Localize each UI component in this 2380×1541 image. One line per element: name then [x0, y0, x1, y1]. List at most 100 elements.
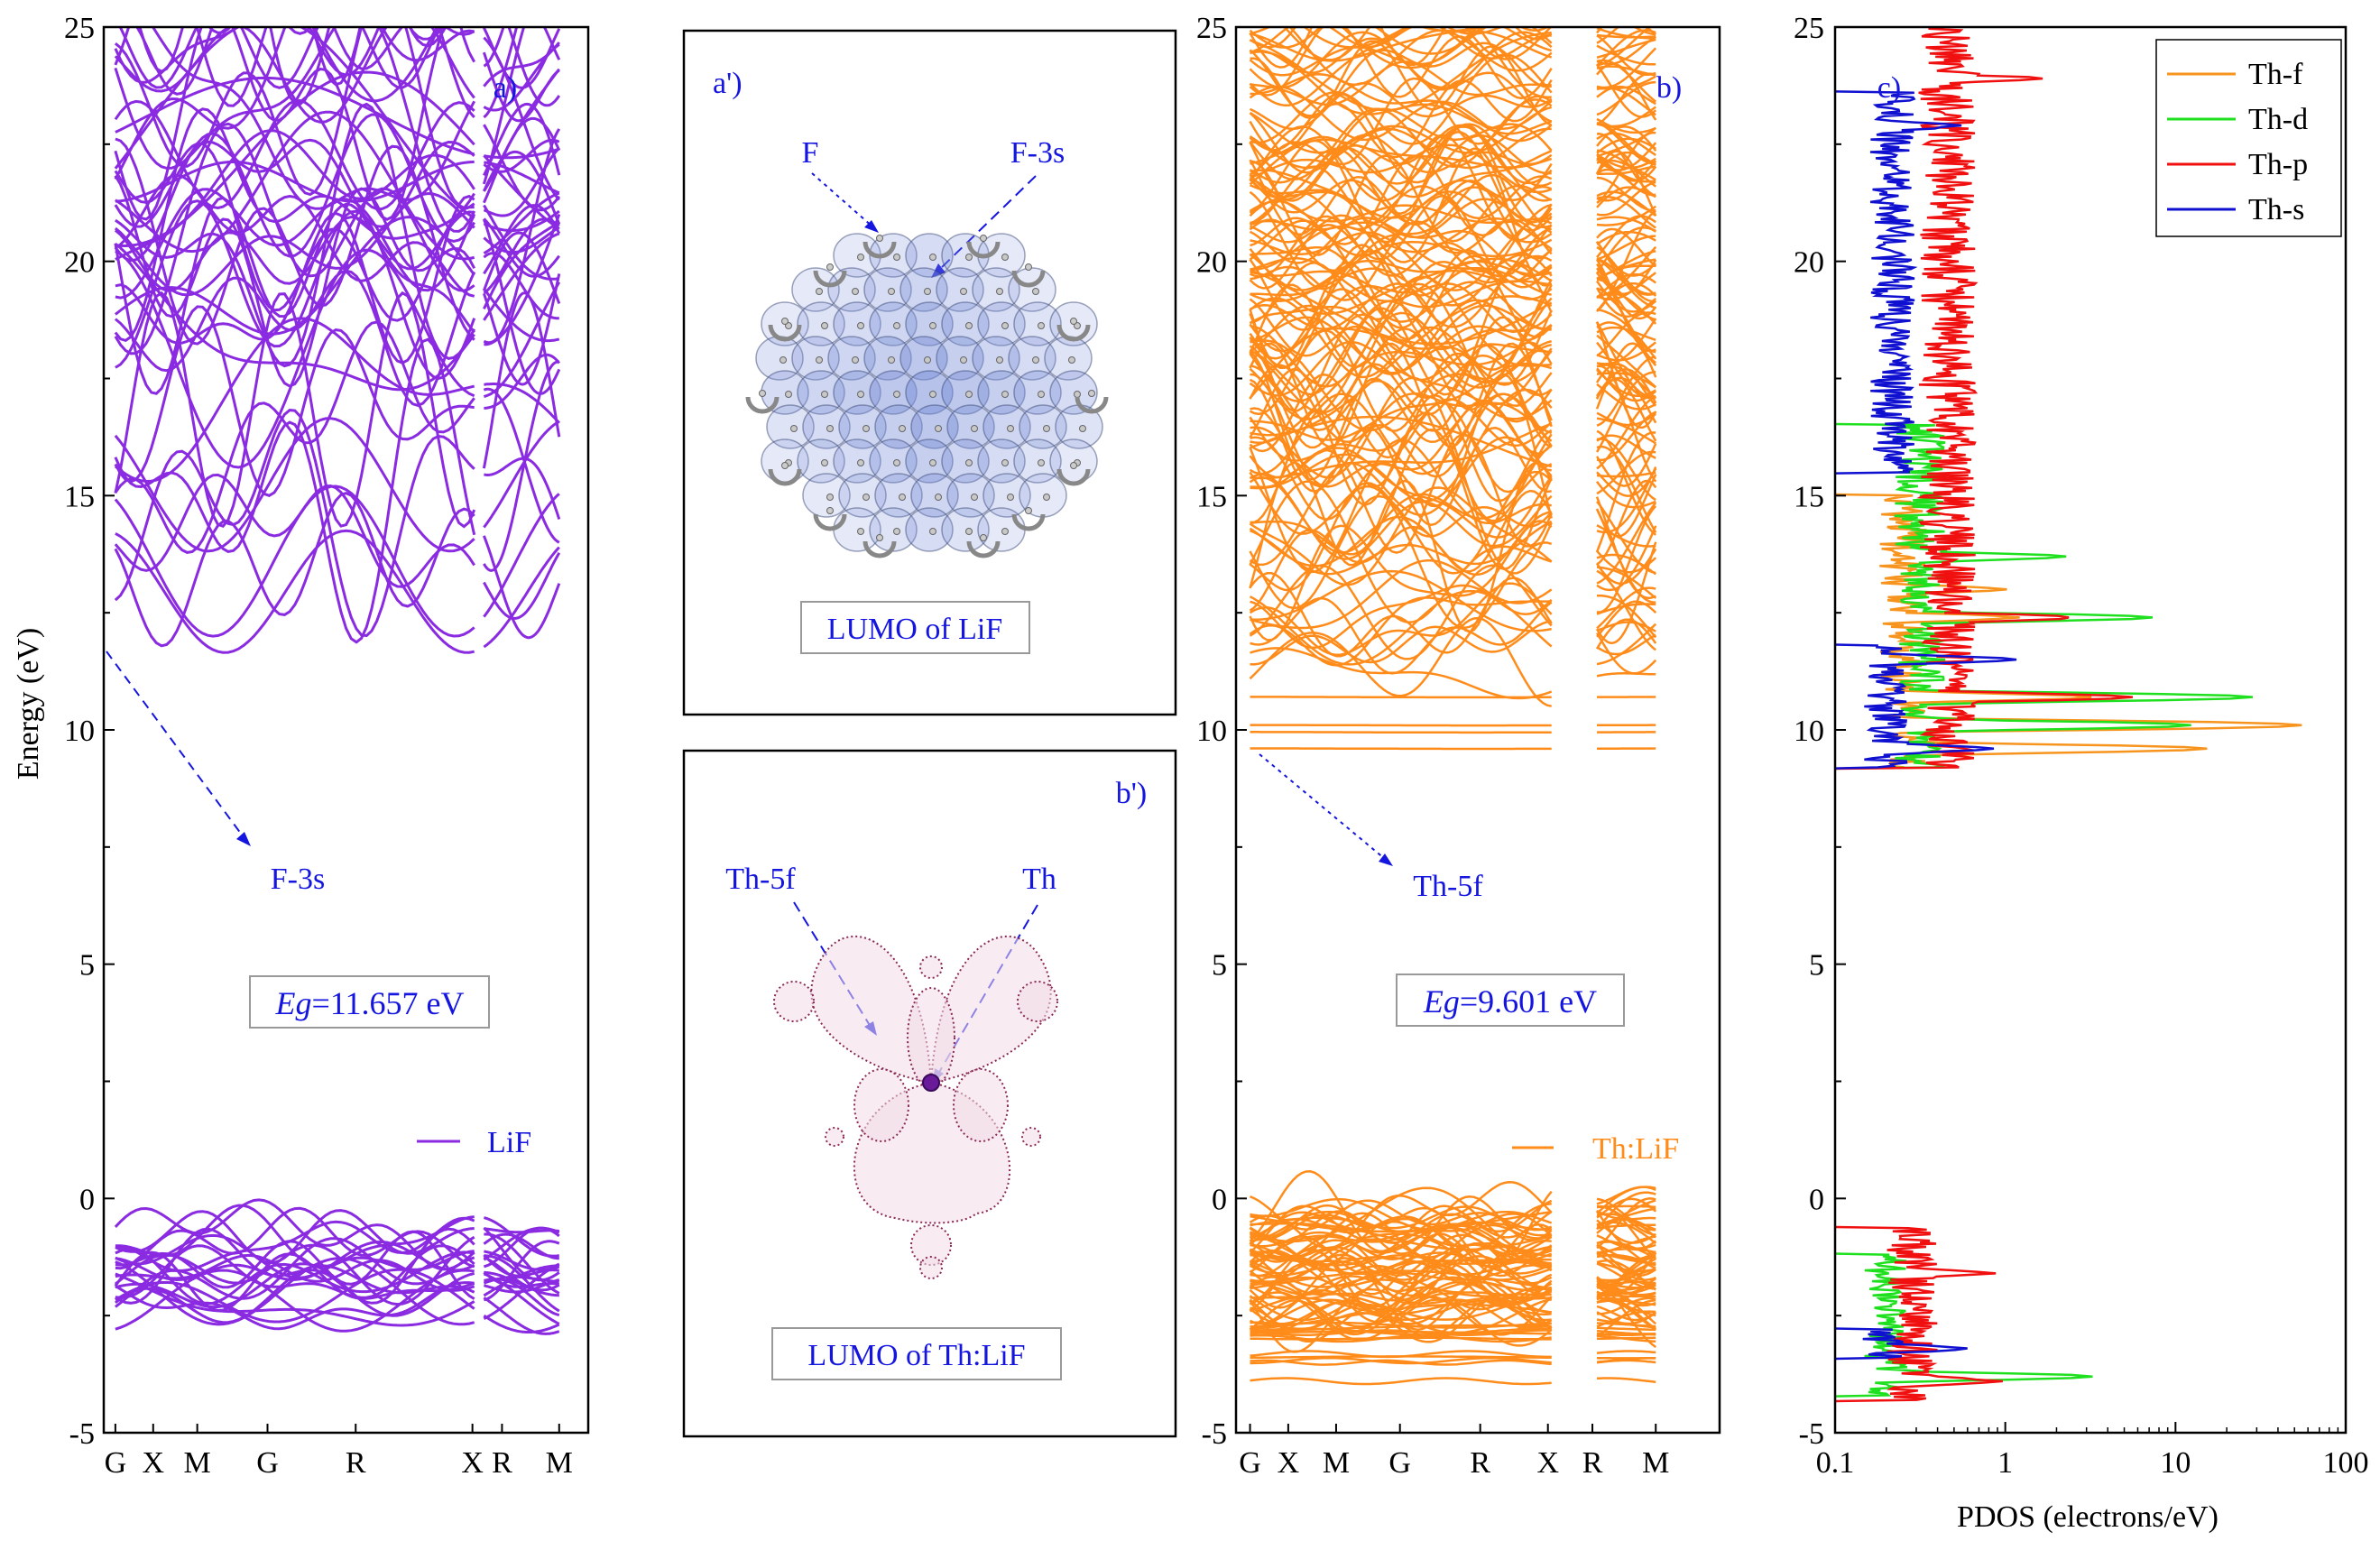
pdos-xlabel: PDOS (electrons/eV) [1957, 1500, 2219, 1534]
f-orbital-satellite [773, 981, 815, 1022]
f-atom [1043, 425, 1050, 432]
panel-b-ytick-label: 15 [1196, 480, 1227, 513]
f-atom [826, 507, 834, 514]
panel-a-band-line [135, 27, 561, 107]
f-atom [1070, 462, 1077, 469]
panel-b-ytick-label: 25 [1196, 12, 1227, 45]
lumo-thlif-caption-box [771, 1327, 1062, 1380]
panel-a-band-line [114, 27, 526, 233]
panel-a-ytick-label: 0 [79, 1183, 95, 1216]
panel-b-ytick-label: 5 [1212, 949, 1227, 983]
orbital-lobe [766, 404, 815, 449]
panel-a-ytick-label: 20 [64, 246, 95, 280]
panel-b-band-line [1249, 436, 1656, 567]
orbital-lobe [977, 370, 1026, 415]
panel-a-kpoint-label: G [256, 1446, 279, 1480]
f-orbital-crescent [966, 540, 1001, 558]
panel-b-band-line [1250, 219, 1656, 296]
panel-b-ytick-label: 10 [1196, 715, 1227, 748]
f-atom [821, 391, 828, 398]
pdos-xtick-label: 10 [2160, 1446, 2191, 1480]
label-f-atom: F [802, 136, 819, 170]
panel-b-band-line [1250, 1280, 1657, 1331]
f3s-inset-arrow-head [931, 263, 946, 278]
f-atom [1038, 391, 1045, 398]
f-atom [929, 459, 936, 466]
orbital-lobe [1008, 336, 1056, 381]
panel-a-band-line [115, 1264, 559, 1327]
panel-b-band-line [1250, 30, 1656, 62]
f-atom [1001, 459, 1009, 466]
panel-a-band-line [115, 1257, 560, 1326]
f-atom [781, 462, 789, 469]
f-atom [1038, 459, 1045, 466]
panel-b-band-line [1249, 258, 1656, 353]
f-atom [1007, 494, 1014, 501]
f-orbital-lobe [953, 1068, 1009, 1142]
f-atom [960, 288, 967, 295]
f-atom [826, 263, 834, 271]
lumo-thlif-isosurface [773, 935, 1058, 1279]
f-orbital-lobe [907, 987, 955, 1088]
panel-b-band-line [1249, 131, 1656, 244]
orbital-lobe [977, 507, 1026, 552]
pdos-line-th-p [1835, 27, 2133, 1403]
panel-b-band-line [1249, 572, 1657, 658]
pdos-xtick-label: 1 [1997, 1446, 2013, 1480]
orbital-lobe [797, 438, 845, 484]
panel-a-ytick-label: 5 [79, 949, 95, 983]
orbital-lobe [869, 438, 918, 484]
orbital-lobe [833, 301, 881, 346]
panel-a-band-line [312, 27, 439, 103]
f-atom [816, 288, 823, 295]
f-atom [893, 528, 900, 535]
orbital-lobe [982, 473, 1031, 518]
pdos-legend-box [2155, 39, 2342, 237]
panel-c-tag: c) [1877, 71, 1901, 105]
panel-a-kpoint-label: R [346, 1446, 366, 1480]
panel-b-band-line [1249, 520, 1657, 644]
f-atom [1025, 507, 1032, 514]
orbital-lobe [972, 267, 1020, 312]
panel-b-band-line [1249, 27, 1652, 77]
legend-lif-label: LiF [487, 1126, 531, 1159]
orbital-lobe [827, 336, 876, 381]
pdos-ytick-label: 5 [1809, 949, 1824, 983]
panel-a-ytick-label: 10 [64, 715, 95, 748]
f-orbital-satellite [825, 1127, 844, 1147]
f-atom [924, 288, 931, 295]
f-atom [893, 322, 900, 329]
panel-b-band-line [1250, 1222, 1656, 1251]
pdos-ytick-label: 25 [1794, 12, 1824, 45]
eg-box-thlif [1396, 974, 1625, 1027]
eg-value-thlif: Eg=9.601 eV [1423, 983, 1597, 1020]
f-atom [1001, 528, 1009, 535]
panel-a-band-line [115, 1248, 560, 1306]
f-atom [893, 459, 900, 466]
panel-a-band-line [114, 484, 560, 638]
orbital-lobe [899, 267, 948, 312]
f-atom [965, 391, 973, 398]
panel-b-band-line [1249, 373, 1657, 494]
f-atom [857, 528, 864, 535]
orbital-lobe [977, 301, 1026, 346]
panel-b-ytick-label: 20 [1196, 246, 1227, 280]
panel-a-band-line [114, 409, 561, 638]
orbital-lobe [838, 473, 887, 518]
orbital-lobe [791, 267, 840, 312]
orbital-lobe [905, 233, 954, 278]
orbital-lobe [1013, 438, 1062, 484]
f-atom [960, 356, 967, 364]
f-orbital-lobe [853, 1068, 909, 1142]
f-atom [929, 528, 936, 535]
panel-b-kpoint-label: M [1323, 1446, 1350, 1480]
f-atom [971, 494, 978, 501]
panel-a-ytick-label: 15 [64, 480, 95, 513]
f-atom [863, 494, 870, 501]
panel-b-ytick-label: -5 [1202, 1417, 1227, 1451]
inset-a-prime-tag: a') [713, 67, 743, 100]
panel-b-band-line [1249, 1207, 1656, 1267]
panel-b-kpoint-label: M [1642, 1446, 1669, 1480]
label-f3s-orbital: F-3s [1010, 136, 1065, 170]
